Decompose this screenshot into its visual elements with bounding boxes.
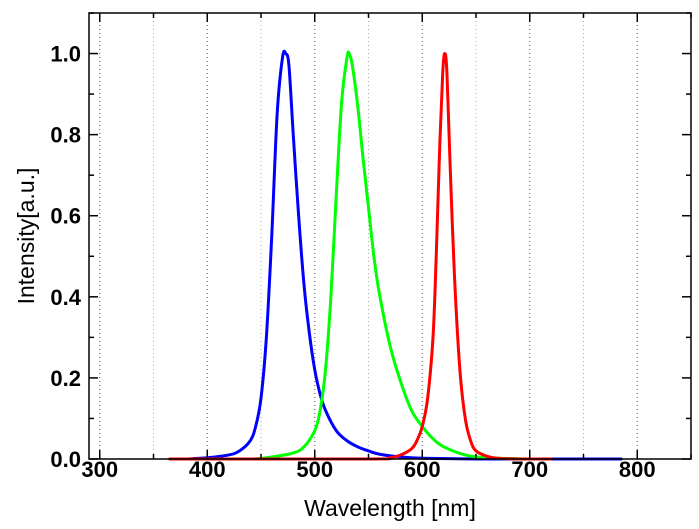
y-tick-label: 0.4 (50, 285, 81, 310)
y-tick-label: 0.8 (50, 123, 81, 148)
x-tick-label: 700 (511, 457, 548, 482)
y-tick-label: 0.6 (50, 204, 81, 229)
ticks (89, 12, 692, 460)
x-axis-title: Wavelength [nm] (304, 495, 476, 521)
series-line-3 (168, 52, 553, 461)
grid (99, 13, 638, 459)
tick-labels: 300 400 500 600 700 800 0.0 0.2 0.4 0.6 0.8 1.0 (50, 42, 655, 482)
x-tick-label: 800 (619, 457, 656, 482)
y-tick-label: 1.0 (50, 42, 81, 67)
x-tick-label: 300 (81, 457, 118, 482)
y-tick-label: 0.2 (50, 366, 81, 391)
series-line-1 (184, 49, 623, 461)
plot-frame (88, 12, 692, 460)
x-tick-label: 600 (404, 457, 441, 482)
y-axis-title: Intensity[a.u.] (13, 168, 39, 305)
x-tick-label: 400 (189, 457, 226, 482)
y-tick-label: 0.0 (50, 447, 81, 472)
series-layer (168, 49, 623, 461)
series-line-2 (184, 50, 532, 461)
x-tick-label: 500 (296, 457, 333, 482)
